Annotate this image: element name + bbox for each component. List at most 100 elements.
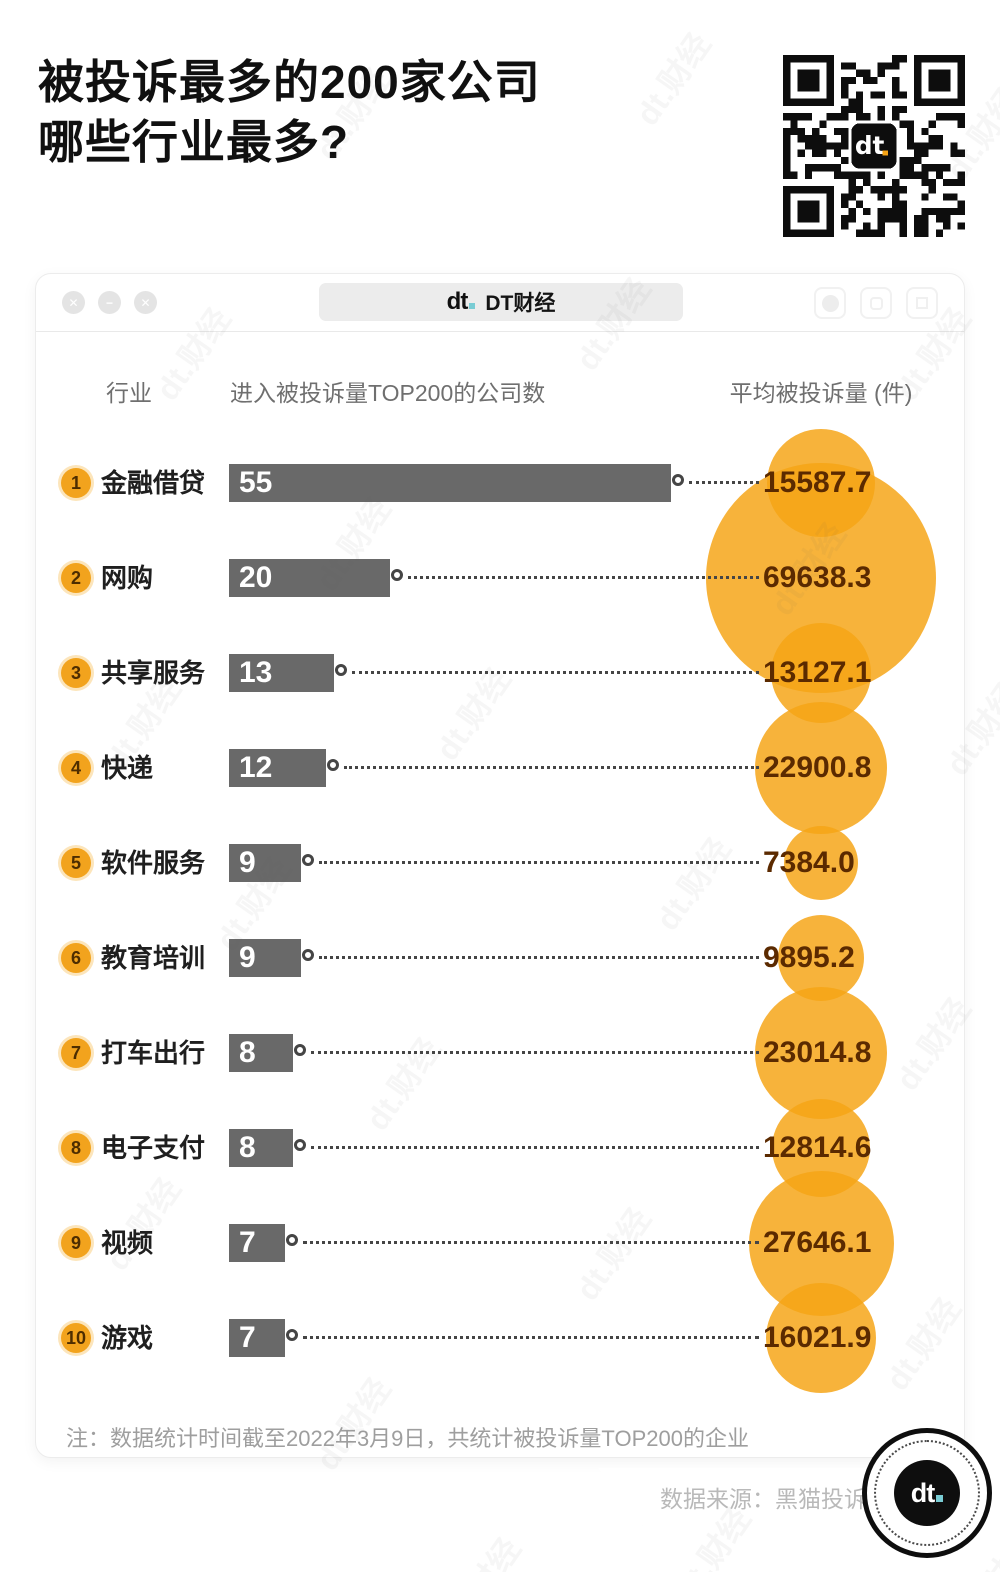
bar-end-dot: [294, 1044, 307, 1056]
rank-badge: 10: [61, 1323, 91, 1353]
svg-text:dt: dt: [855, 131, 885, 160]
companies-value: 9: [239, 941, 256, 974]
leader-line: [319, 861, 759, 864]
companies-value: 7: [239, 1321, 256, 1354]
companies-bar: 13: [229, 654, 334, 692]
close-icon[interactable]: ✕: [62, 291, 85, 314]
avg-value: 69638.3: [763, 561, 872, 594]
leader-line: [303, 1241, 759, 1244]
avg-value: 23014.8: [763, 1036, 872, 1069]
bar-end-dot: [286, 1329, 299, 1341]
avg-value: 12814.6: [763, 1131, 872, 1164]
bar-end-dot: [326, 759, 339, 771]
companies-bar: 55: [229, 464, 672, 502]
dt-logo-icon: dt: [911, 1479, 944, 1507]
column-header-industry: 行业: [106, 380, 152, 406]
dt-logo-icon: dt: [447, 290, 476, 314]
bar-end-dot: [294, 1139, 307, 1151]
leader-line: [311, 1146, 759, 1149]
brand-chip: dt DT财经: [319, 283, 683, 321]
leader-line: [407, 576, 759, 579]
column-header-companies: 进入被投诉量TOP200的公司数: [230, 380, 546, 406]
avg-value: 16021.9: [763, 1321, 872, 1354]
dt-logo-dot-icon: [469, 303, 476, 309]
window-titlebar: ✕ − ✕ dt DT财经: [36, 274, 964, 332]
avg-value: 9895.2: [763, 941, 855, 974]
companies-value: 12: [239, 751, 273, 784]
avg-value: 22900.8: [763, 751, 872, 784]
dt-logo-dot-icon: [936, 1494, 944, 1502]
leader-line: [689, 481, 759, 484]
industry-label: 金融借贷: [101, 468, 206, 498]
brand-name: DT财经: [485, 292, 556, 315]
avg-bubble: [755, 702, 887, 834]
rank-badge: 2: [61, 563, 91, 593]
industry-label: 教育培训: [101, 943, 206, 973]
minimize-icon[interactable]: −: [98, 291, 121, 314]
companies-value: 7: [239, 1226, 256, 1259]
companies-bar: 9: [229, 844, 302, 882]
rank-badge: 8: [61, 1133, 91, 1163]
footnote: 注：数据统计时间截至2022年3月9日，共统计被投诉量TOP200的企业: [66, 1426, 749, 1451]
companies-value: 9: [239, 846, 256, 879]
companies-bar: 20: [229, 559, 390, 597]
avg-value: 15587.7: [763, 466, 872, 499]
avg-bubble: [777, 914, 865, 1002]
industry-label: 共享服务: [101, 658, 206, 688]
avg-value: 7384.0: [763, 846, 855, 879]
titlebar-divider: [36, 331, 964, 332]
companies-bar: 7: [229, 1224, 286, 1262]
companies-bar: 8: [229, 1129, 294, 1167]
rounded-square-icon[interactable]: [860, 287, 892, 319]
companies-bar: 9: [229, 939, 302, 977]
industry-label: 视频: [101, 1228, 154, 1258]
bar-end-dot: [286, 1234, 299, 1246]
dt-stamp-core: dt: [894, 1460, 960, 1526]
avg-bubble: [765, 1282, 877, 1394]
watermark-text: dt.财经: [433, 1528, 530, 1572]
window-controls-right: [814, 287, 938, 319]
record-icon[interactable]: [814, 287, 846, 319]
bar-end-dot: [672, 474, 685, 486]
industry-label: 电子支付: [101, 1133, 206, 1163]
leader-line: [351, 671, 759, 674]
square-icon[interactable]: [906, 287, 938, 319]
page-title: 被投诉最多的200家公司 哪些行业最多?: [38, 52, 541, 172]
companies-bar: 7: [229, 1319, 286, 1357]
page-title-line2: 哪些行业最多?: [38, 116, 350, 168]
rank-badge: 1: [61, 468, 91, 498]
bar-end-dot: [334, 664, 347, 676]
rank-badge: 7: [61, 1038, 91, 1068]
avg-value: 27646.1: [763, 1226, 872, 1259]
companies-value: 55: [239, 466, 273, 499]
companies-value: 13: [239, 656, 273, 689]
qr-code: dt: [783, 55, 965, 237]
bar-end-dot: [390, 569, 403, 581]
watermark-text: dt.财经: [628, 26, 718, 132]
leader-line: [319, 956, 759, 959]
industry-label: 网购: [101, 563, 154, 593]
page-title-line1: 被投诉最多的200家公司: [38, 56, 541, 108]
rank-badge: 4: [61, 753, 91, 783]
rank-badge: 9: [61, 1228, 91, 1258]
companies-bar: 12: [229, 749, 326, 787]
leader-line: [303, 1336, 759, 1339]
industry-label: 游戏: [101, 1323, 154, 1353]
chart-card: ✕ − ✕ dt DT财经 行业 进入被投诉量TOP200的公司数 平均被投诉量…: [35, 273, 965, 1458]
dt-stamp-logo: dt: [862, 1428, 992, 1558]
industry-label: 软件服务: [101, 848, 206, 878]
column-header-avg: 平均被投诉量 (件): [729, 380, 913, 406]
industry-label: 快递: [101, 753, 154, 783]
avg-value: 13127.1: [763, 656, 872, 689]
data-source-text: 数据来源：黑猫投诉: [660, 1486, 867, 1512]
companies-value: 8: [239, 1131, 256, 1164]
rank-badge: 3: [61, 658, 91, 688]
more-icon[interactable]: ✕: [134, 291, 157, 314]
avg-bubble: [783, 825, 859, 901]
window-controls-left: ✕ − ✕: [62, 291, 157, 314]
dotted-ring: [874, 1440, 980, 1546]
bar-end-dot: [302, 949, 315, 961]
companies-value: 20: [239, 561, 273, 594]
companies-value: 8: [239, 1036, 256, 1069]
